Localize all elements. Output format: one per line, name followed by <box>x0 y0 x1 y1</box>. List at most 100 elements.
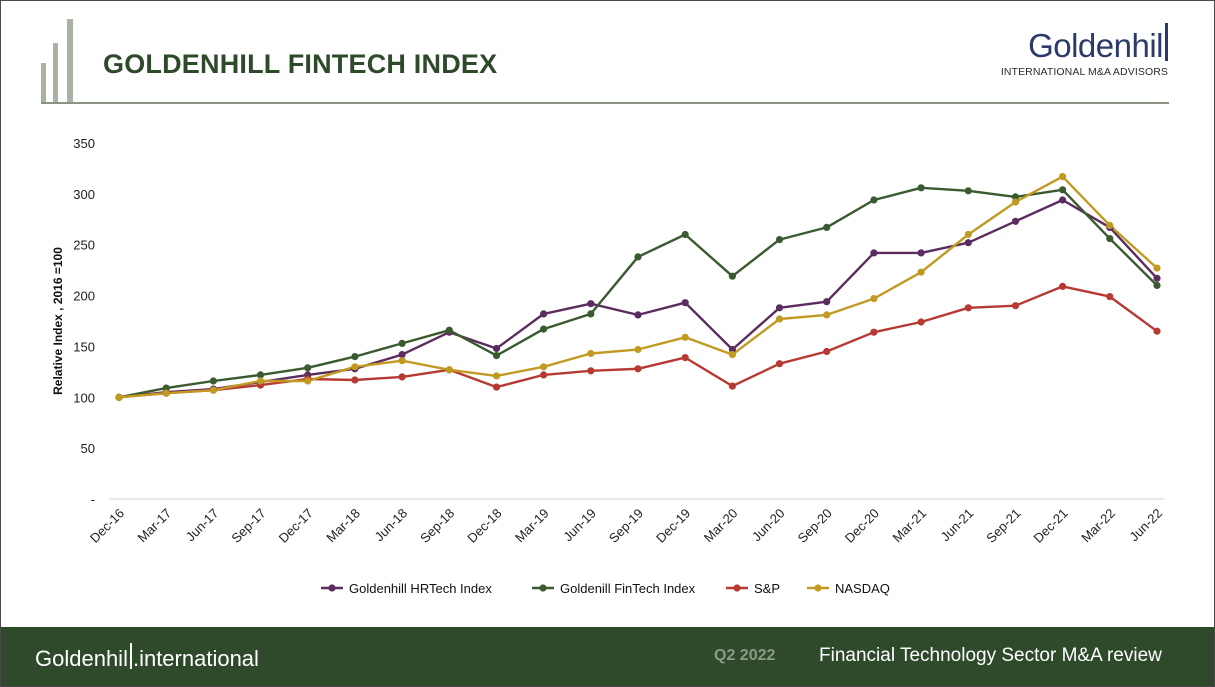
data-point-s2-9 <box>540 371 548 379</box>
data-point-s0-10 <box>587 300 595 308</box>
data-point-s3-17 <box>917 268 925 276</box>
data-point-s1-21 <box>1106 235 1114 243</box>
data-point-s3-2 <box>209 386 217 394</box>
data-point-s1-2 <box>209 377 217 385</box>
x-tick-label: Mar-18 <box>323 506 363 546</box>
deco-bar-2 <box>53 43 58 103</box>
header-divider <box>41 102 1169 104</box>
legend-marker-0 <box>328 584 336 592</box>
x-tick-label: Jun-21 <box>938 506 977 545</box>
data-point-s0-11 <box>634 311 642 319</box>
legend-marker-3 <box>814 584 822 592</box>
data-point-s2-17 <box>917 318 925 326</box>
data-point-s3-18 <box>964 230 972 239</box>
data-point-s3-5 <box>351 363 359 371</box>
y-tick-label: 50 <box>81 441 95 456</box>
data-point-s1-10 <box>587 310 595 318</box>
data-point-s2-16 <box>870 328 878 336</box>
footer-quarter: Q2 2022 <box>714 647 776 664</box>
data-point-s3-21 <box>1106 221 1114 229</box>
data-point-s2-6 <box>398 373 406 381</box>
data-point-s1-12 <box>681 230 689 239</box>
footer-brand-word: Goldenhil <box>35 646 128 671</box>
x-tick-label: Jun-19 <box>560 506 599 545</box>
data-point-s3-13 <box>728 351 737 359</box>
x-tick-label: Mar-21 <box>889 506 929 546</box>
data-point-s1-22 <box>1153 281 1161 289</box>
x-tick-label: Mar-17 <box>135 506 175 546</box>
company-logo: Goldenhil INTERNATIONAL M&A ADVISORS <box>1001 23 1168 78</box>
data-point-s2-11 <box>634 365 642 373</box>
x-tick-label: Dec-16 <box>87 506 127 546</box>
x-tick-label: Jun-17 <box>183 506 222 545</box>
data-point-s1-9 <box>540 325 548 333</box>
x-tick-label: Mar-19 <box>512 506 552 546</box>
data-point-s2-18 <box>964 304 972 312</box>
footer-brand: Goldenhil .international <box>35 643 259 672</box>
data-point-s0-16 <box>870 249 878 257</box>
logo-tagline: INTERNATIONAL M&A ADVISORS <box>1000 66 1168 78</box>
x-tick-label: Dec-19 <box>653 506 693 546</box>
data-point-s0-22 <box>1153 274 1161 282</box>
data-point-s3-7 <box>445 366 453 374</box>
data-point-s2-20 <box>1059 282 1067 290</box>
legend-label-3: NASDAQ <box>835 581 890 596</box>
data-point-s3-12 <box>681 333 689 341</box>
x-tick-label: Jun-18 <box>371 506 410 545</box>
data-point-s0-6 <box>398 351 406 359</box>
deco-bar-3 <box>67 19 73 103</box>
footer-review-title: Financial Technology Sector M&A review <box>819 645 1162 666</box>
x-tick-label: Dec-17 <box>276 506 316 546</box>
x-tick-label: Mar-20 <box>701 506 741 546</box>
data-point-s0-19 <box>1011 217 1020 225</box>
data-point-s2-21 <box>1106 293 1114 301</box>
data-point-s3-19 <box>1011 198 1020 206</box>
data-point-s1-20 <box>1059 186 1067 194</box>
y-tick-label: 200 <box>73 289 95 304</box>
index-line-chart: - 50 100 150 200 250 300 350 Relative Index , 20… <box>51 136 1165 596</box>
legend-marker-2 <box>733 584 741 592</box>
data-point-s0-17 <box>917 249 925 257</box>
y-tick-label: 250 <box>73 238 95 253</box>
y-tick-label: 350 <box>73 136 95 151</box>
x-tick-label: Dec-20 <box>842 506 882 546</box>
x-tick-label: Sep-20 <box>795 506 835 546</box>
data-point-s2-19 <box>1011 302 1020 310</box>
series-line-3 <box>118 175 1158 399</box>
data-point-s3-11 <box>634 345 642 354</box>
deco-bar-1 <box>41 63 46 103</box>
data-point-s1-4 <box>304 364 312 372</box>
logo-bar-mark <box>1165 23 1168 61</box>
data-point-s3-1 <box>162 389 170 397</box>
data-point-s3-14 <box>775 315 784 323</box>
data-point-s1-3 <box>256 371 265 379</box>
data-point-s3-6 <box>398 357 406 365</box>
y-tick-label: 100 <box>73 390 95 405</box>
legend-label-2: S&P <box>754 581 780 596</box>
y-tick-label: 300 <box>73 187 95 202</box>
data-point-s2-10 <box>587 367 595 375</box>
x-tick-label: Sep-21 <box>983 506 1023 546</box>
data-point-s1-8 <box>492 352 501 360</box>
data-point-s1-18 <box>964 187 972 195</box>
data-point-s1-1 <box>162 384 170 392</box>
page-title: GOLDENHILL FINTECH INDEX <box>103 49 498 79</box>
data-point-s0-8 <box>492 344 501 353</box>
x-tick-label: Sep-19 <box>606 506 646 546</box>
header-decoration-bars <box>41 19 73 103</box>
data-point-s3-16 <box>870 295 878 303</box>
data-point-s1-7 <box>445 326 453 334</box>
y-axis-label: Relative Index , 2016 =100 <box>51 247 65 395</box>
data-point-s2-8 <box>492 383 501 391</box>
data-point-s0-9 <box>540 310 548 318</box>
data-point-s3-0 <box>115 393 123 401</box>
footer-brand-suffix: .international <box>132 646 259 671</box>
data-point-s2-12 <box>681 354 689 362</box>
legend-label-1: Goldenill FinTech Index <box>560 581 696 596</box>
data-point-s0-12 <box>681 299 689 307</box>
y-tick-label: - <box>91 492 95 507</box>
data-point-s0-18 <box>964 239 972 247</box>
data-point-s1-5 <box>351 353 359 361</box>
x-tick-label: Sep-18 <box>417 506 457 546</box>
logo-wordmark: Goldenhil <box>1028 27 1163 64</box>
